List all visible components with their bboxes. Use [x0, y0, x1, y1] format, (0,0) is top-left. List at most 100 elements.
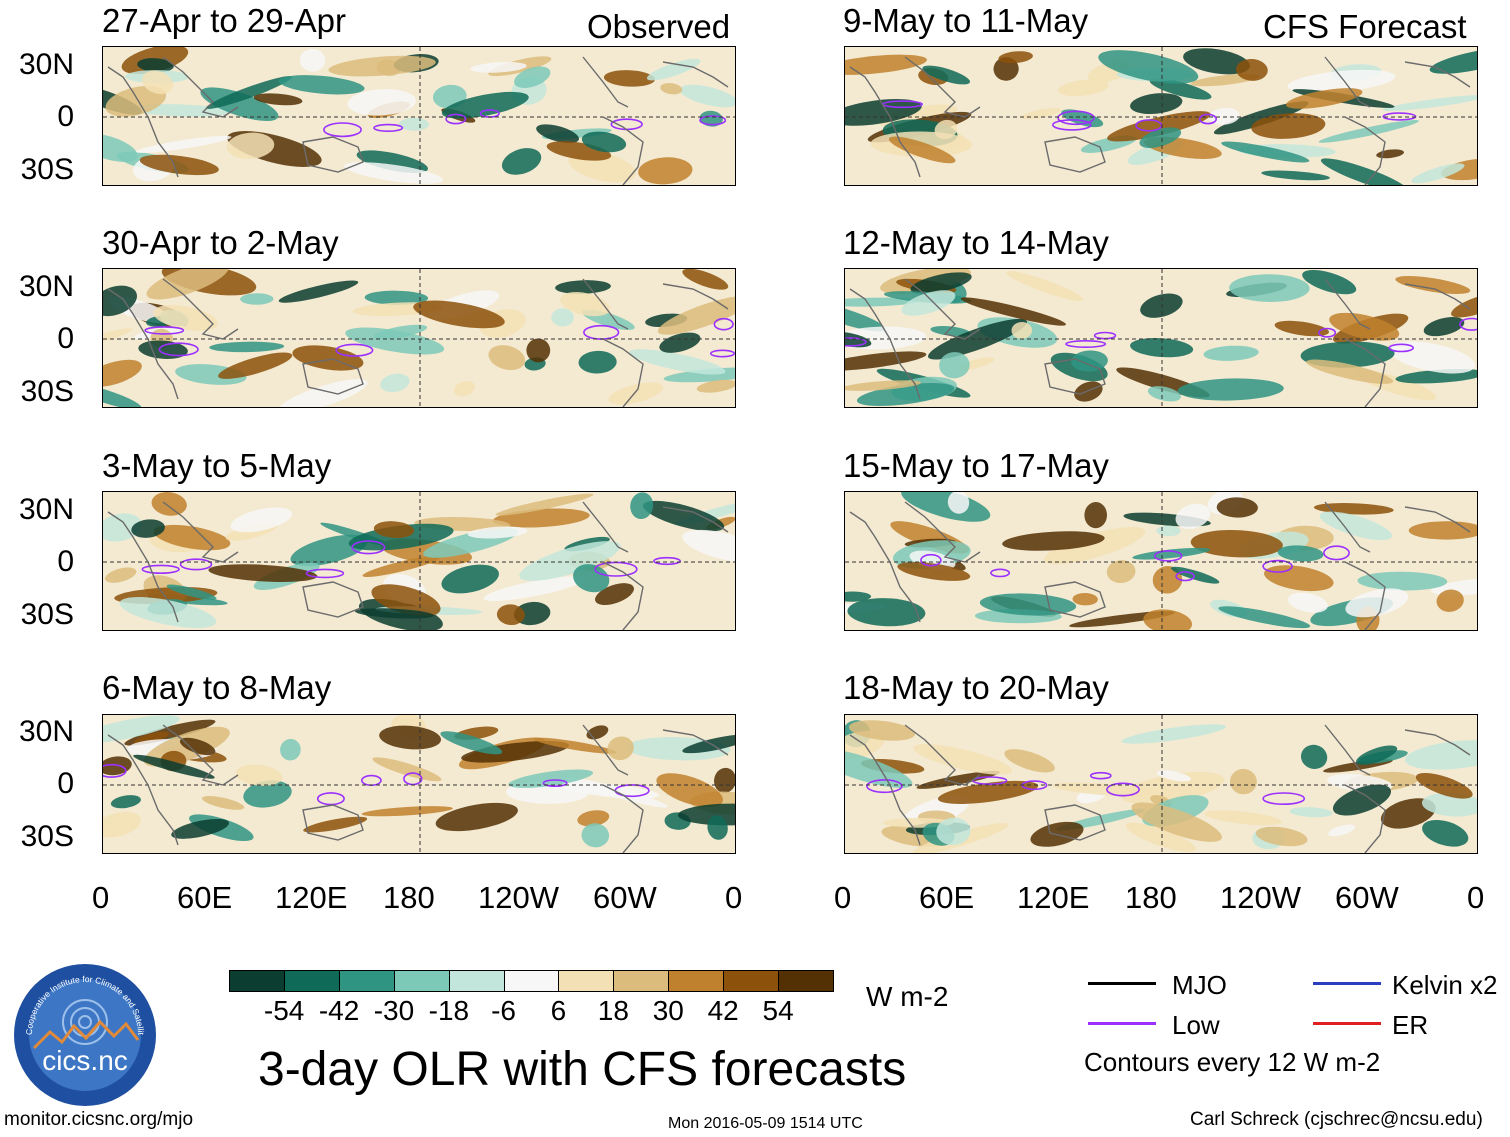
olr-anomaly-blob	[1318, 120, 1420, 143]
low-contour	[713, 317, 734, 331]
olr-anomaly-blob	[1213, 101, 1309, 135]
olr-anomaly-blob	[467, 526, 528, 539]
olr-anomaly-blob	[536, 124, 580, 144]
coastline	[849, 66, 921, 178]
colorbar-tick-label: 18	[597, 995, 629, 1026]
map-panel-fc-4	[844, 714, 1478, 854]
olr-anomaly-blob	[278, 379, 368, 407]
coastline	[849, 734, 921, 846]
olr-anomaly-blob	[696, 379, 735, 393]
low-contour	[141, 564, 180, 575]
olr-anomaly-blob	[663, 367, 735, 383]
coastline	[107, 511, 179, 623]
olr-anomaly-blob	[206, 76, 292, 109]
lat-label-0: 0	[57, 100, 74, 133]
olr-anomaly-blob	[361, 806, 453, 817]
low-contour	[158, 342, 199, 357]
olr-anomaly-blob	[1388, 341, 1476, 374]
coastline	[582, 724, 629, 776]
low-contour	[351, 540, 386, 555]
olr-anomaly-blob	[200, 87, 279, 121]
coastline	[1324, 501, 1371, 553]
coastline	[849, 511, 921, 623]
olr-anomaly-blob	[488, 345, 526, 371]
olr-anomaly-blob	[104, 567, 137, 583]
olr-anomaly-blob	[139, 154, 219, 176]
coastline	[904, 278, 981, 340]
olr-anomaly-blob	[243, 780, 292, 808]
coastline	[107, 288, 179, 400]
low-contour	[542, 779, 568, 787]
olr-anomaly-blob	[105, 85, 167, 117]
olr-anomaly-blob	[848, 720, 916, 741]
footer-url[interactable]: monitor.cicsnc.org/mjo	[4, 1109, 194, 1130]
legend-label-mjo: MJO	[1172, 970, 1227, 1000]
olr-anomaly-blob	[278, 280, 359, 303]
olr-anomaly-blob	[179, 737, 216, 756]
contours-note: Contours every 12 W m-2	[1084, 1047, 1381, 1077]
lon-label: 0	[1467, 880, 1485, 915]
lon-label: 120W	[478, 880, 559, 915]
olr-anomaly-blob	[1177, 378, 1284, 401]
coastline	[582, 278, 629, 330]
colorbar-tick-label: -6	[491, 995, 516, 1026]
low-contour	[709, 349, 735, 358]
olr-anomaly-blob	[581, 131, 627, 153]
low-contour	[699, 115, 727, 126]
legend-label-kelvin: Kelvin x2	[1392, 970, 1498, 1000]
olr-anomaly-blob	[146, 269, 230, 300]
olr-anomaly-blob	[1074, 381, 1103, 402]
colorbar-tick-label: -42	[318, 995, 360, 1026]
lat-label-30n: 30N	[18, 48, 74, 81]
olr-anomaly-blob	[643, 500, 725, 532]
olr-anomaly-blob	[845, 302, 886, 332]
olr-anomaly-blob	[646, 58, 701, 81]
panel-title-fc-3: 15-May to 17-May	[843, 447, 1109, 484]
low-contour	[1388, 343, 1415, 353]
low-contour	[335, 343, 374, 357]
olr-anomaly-blob	[153, 524, 231, 551]
lon-label: 180	[383, 880, 435, 915]
olr-anomaly-blob	[226, 132, 275, 159]
colorbar-swatch	[338, 970, 395, 992]
low-contour	[316, 792, 345, 806]
low-contour	[1262, 792, 1306, 805]
lon-label: 60E	[919, 880, 975, 915]
olr-anomaly-blob	[526, 338, 551, 363]
olr-anomaly-blob	[1221, 141, 1310, 163]
colorbar-swatch	[229, 970, 285, 992]
lat-label-0: 0	[57, 767, 74, 800]
olr-anomaly-blob	[1345, 588, 1409, 618]
olr-anomaly-blob	[1429, 47, 1477, 74]
low-contour	[1153, 550, 1183, 562]
olr-anomaly-blob	[1236, 58, 1268, 81]
olr-anomaly-blob	[137, 58, 174, 73]
olr-anomaly-blob	[1415, 772, 1473, 799]
coastline	[582, 501, 629, 553]
olr-anomaly-blob	[888, 136, 956, 164]
olr-anomaly-blob	[1071, 350, 1108, 372]
legend-line-kelvin	[1313, 982, 1381, 985]
colorbar-swatch	[668, 970, 725, 992]
olr-anomaly-blob	[166, 584, 217, 600]
olr-anomaly-blob	[1229, 768, 1257, 795]
olr-anomaly-blob	[629, 349, 726, 375]
olr-anomaly-blob	[930, 325, 971, 337]
coastline	[162, 56, 239, 118]
olr-anomaly-blob	[240, 293, 274, 305]
colorbar-tick-label: -54	[263, 995, 305, 1026]
colorbar-swatch	[778, 970, 834, 992]
olr-anomaly-blob	[354, 608, 435, 619]
coastline	[162, 278, 239, 340]
map-panel-fc-2	[844, 268, 1478, 408]
olr-anomaly-blob	[1287, 69, 1396, 93]
olr-anomaly-blob	[939, 352, 970, 379]
lon-label: 120W	[1220, 880, 1301, 915]
panel-title-fc-4: 18-May to 20-May	[843, 669, 1109, 706]
low-contour	[373, 123, 404, 132]
olr-anomaly-blob	[1261, 170, 1330, 181]
panel-title-obs-3: 3-May to 5-May	[102, 447, 332, 484]
coastline	[662, 506, 729, 533]
lon-label: 60W	[593, 880, 657, 915]
olr-anomaly-blob	[845, 351, 927, 371]
